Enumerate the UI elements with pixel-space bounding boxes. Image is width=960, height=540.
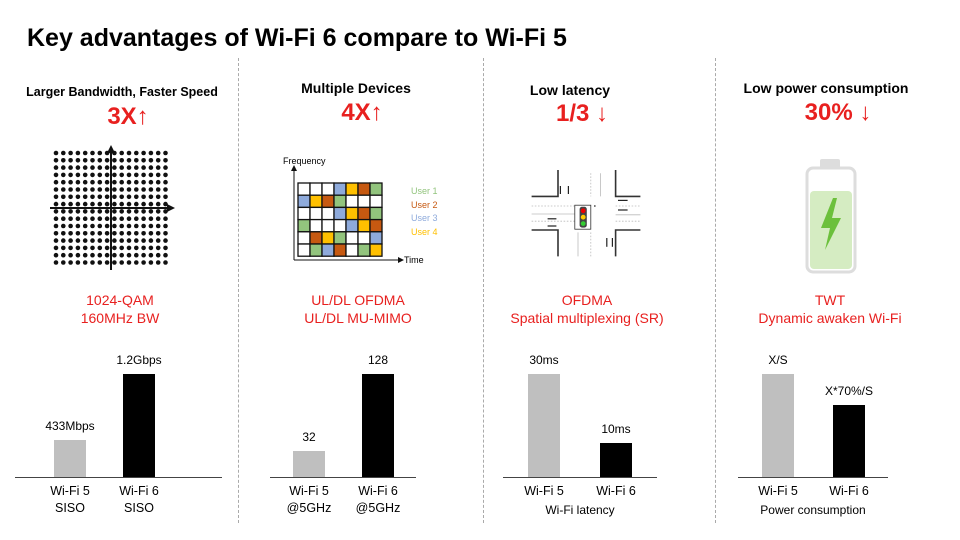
gain-value: 30% ↓ (804, 99, 872, 126)
category-label: Wi-Fi 5 (289, 484, 329, 498)
traffic-intersection-icon (531, 170, 641, 257)
chart-caption: Power consumption (760, 503, 866, 517)
feature-text: UL/DL OFDMA (311, 292, 405, 308)
tick-label: Wi-Fi 5 (758, 483, 798, 500)
tick-label: Wi-Fi 6 SISO (119, 483, 159, 517)
data-label: 128 (367, 353, 389, 367)
feature-text: Spatial multiplexing (SR) (510, 310, 664, 326)
bar-wifi6 (600, 442, 632, 477)
bar-wifi5 (54, 439, 86, 477)
feature-text: OFDMA (561, 292, 613, 308)
gain-value: 4X↑ (341, 99, 383, 126)
data-label: 1.2Gbps (116, 353, 162, 367)
gain-value: 1/3 ↓ (555, 100, 609, 127)
axis-label-frequency: Frequency (283, 156, 326, 166)
battery-charging-icon (805, 159, 857, 274)
category-label: Wi-Fi 6 (358, 484, 398, 498)
tick-label: Wi-Fi 5 @5GHz (287, 483, 332, 517)
bar-wifi6 (123, 374, 155, 477)
bar-wifi6 (362, 374, 394, 477)
chart-caption: Wi-Fi latency (545, 503, 615, 517)
data-label: X*70%/S (824, 383, 874, 398)
tick-label: Wi-Fi 6 (829, 483, 869, 500)
data-label: X/S (768, 353, 788, 367)
divider (715, 58, 716, 523)
category-label: Wi-Fi 6 (829, 484, 869, 498)
ofdma-grid-icon (291, 165, 404, 263)
subcategory-label: SISO (55, 501, 85, 515)
legend-user-4: User 4 (411, 227, 438, 238)
legend-user-1: User 1 (411, 186, 438, 196)
section-heading: Low latency (529, 82, 611, 98)
divider (238, 58, 239, 523)
section-heading: Larger Bandwidth, Faster Speed (26, 85, 218, 99)
bar-wifi6 (833, 404, 865, 477)
subcategory-label: @5GHz (355, 501, 401, 515)
data-label: 32 (302, 430, 316, 445)
bar-wifi5 (528, 374, 560, 477)
bar-wifi5 (762, 374, 794, 477)
data-label: 433Mbps (45, 418, 95, 433)
chart-axis (15, 477, 222, 478)
chart-axis (270, 477, 416, 478)
data-label: 10ms (601, 421, 631, 436)
section-heading: Multiple Devices (301, 80, 411, 96)
user-legend: User 1 User 2 User 3 User 4 (411, 185, 438, 240)
bar-wifi5 (293, 451, 325, 477)
tick-label: Wi-Fi 5 SISO (50, 483, 90, 517)
category-label: Wi-Fi 5 (524, 484, 564, 498)
feature-text: UL/DL MU-MIMO (304, 310, 412, 326)
legend-user-3: User 3 (411, 213, 438, 224)
axis-label-time: Time (404, 255, 424, 265)
subcategory-label: @5GHz (286, 501, 332, 515)
feature-text: 160MHz BW (80, 310, 160, 326)
subcategory-label: SISO (124, 501, 154, 515)
feature-text: TWT (814, 292, 846, 308)
divider (483, 58, 484, 523)
tick-label: Wi-Fi 6 (596, 483, 636, 500)
gain-value: 3X↑ (107, 103, 149, 130)
tick-label: Wi-Fi 5 (524, 483, 564, 500)
feature-text: Dynamic awaken Wi-Fi (758, 310, 902, 326)
category-label: Wi-Fi 5 (50, 484, 90, 498)
tick-label: Wi-Fi 6 @5GHz (356, 483, 401, 517)
chart-axis (503, 477, 657, 478)
data-label: 30ms (529, 353, 559, 367)
legend-user-2: User 2 (411, 199, 438, 210)
category-label: Wi-Fi 6 (119, 484, 159, 498)
qam-constellation-icon (50, 145, 175, 270)
category-label: Wi-Fi 5 (758, 484, 798, 498)
feature-text: 1024-QAM (86, 292, 154, 308)
category-label: Wi-Fi 6 (596, 484, 636, 498)
slide-title: Key advantages of Wi-Fi 6 compare to Wi-… (27, 24, 567, 52)
section-heading: Low power consumption (743, 80, 909, 96)
chart-axis (738, 477, 888, 478)
